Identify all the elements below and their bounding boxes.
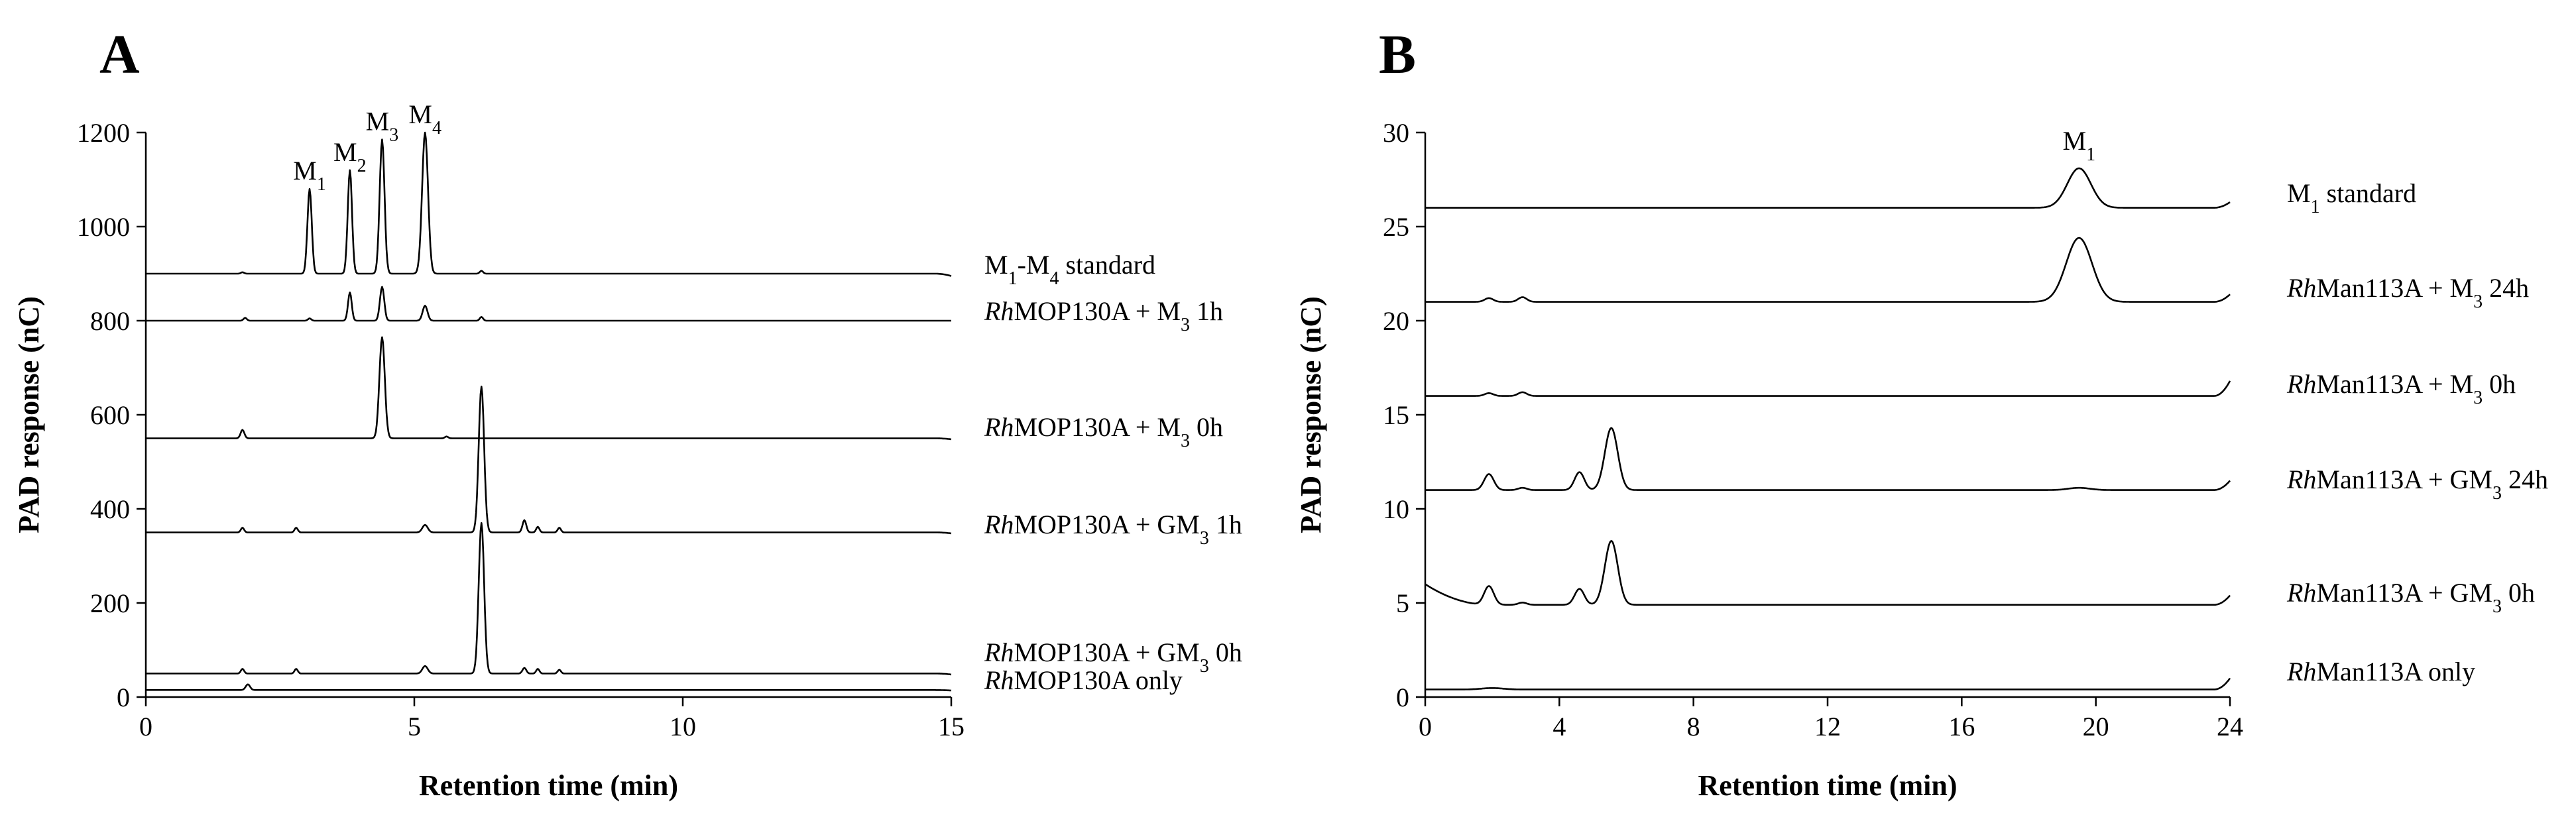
chart-panel-a: A 0 200 400 600 800 1000 1200 0 5 10 15 Retention ti… — [13, 24, 1242, 802]
series-label: RhMan113A + M3 24h — [2286, 273, 2529, 312]
y-tick-label: 400 — [90, 494, 130, 524]
series-label: RhMOP130A only — [984, 665, 1183, 695]
x-tick-label: 10 — [670, 712, 696, 741]
chromatogram-trace — [146, 683, 952, 692]
chart-panel-b: B 0 5 10 15 20 25 30 0 4 8 12 16 20 24 Retention time (… — [1295, 24, 2548, 802]
chromatogram-trace — [146, 131, 952, 277]
y-tick-label: 800 — [90, 306, 130, 336]
chromatogram-trace — [1425, 427, 2231, 491]
y-axis-title: PAD response (nC) — [13, 296, 45, 533]
x-axis-title: Retention time (min) — [419, 769, 678, 802]
chromatogram-trace — [1425, 167, 2231, 209]
chromatogram-trace — [1425, 677, 2231, 690]
x-tick-label: 12 — [1814, 712, 1841, 741]
y-tick-label: 30 — [1383, 118, 1409, 148]
x-tick-label: 0 — [1419, 712, 1432, 741]
peak-label: M4 — [408, 99, 441, 138]
x-tick-label: 4 — [1552, 712, 1566, 741]
x-tick-label: 24 — [2217, 712, 2243, 741]
panel-letter: A — [99, 24, 140, 85]
x-tick-label: 15 — [938, 712, 965, 741]
series-label: RhMOP130A + M3 0h — [984, 412, 1223, 451]
peak-label: M2 — [333, 137, 367, 176]
y-tick-label: 5 — [1396, 588, 1409, 618]
peak-label: M3 — [366, 107, 399, 146]
series-label: RhMan113A + M3 0h — [2286, 369, 2516, 408]
chromatogram-trace — [146, 336, 952, 441]
x-tick-label: 8 — [1687, 712, 1700, 741]
y-axis-title: PAD response (nC) — [1295, 296, 1327, 533]
chromatogram-trace — [1425, 540, 2231, 606]
series-label: RhMan113A + GM3 0h — [2286, 578, 2535, 617]
series-label: M1-M4 standard — [984, 250, 1155, 289]
peak-label: M1 — [293, 156, 326, 195]
y-tick-label: 25 — [1383, 212, 1409, 242]
chromatogram-trace — [1425, 237, 2231, 303]
series-label: RhMOP130A + M3 1h — [984, 296, 1223, 335]
chromatogram-trace — [1425, 380, 2231, 397]
series-label: RhMan113A only — [2286, 657, 2475, 686]
x-tick-label: 5 — [408, 712, 421, 741]
x-axis-title: Retention time (min) — [1698, 769, 1957, 802]
panel-letter: B — [1379, 24, 1416, 85]
series-label: RhMOP130A + GM3 0h — [984, 637, 1242, 677]
y-tick-label: 0 — [1396, 682, 1409, 712]
x-tick-label: 0 — [139, 712, 152, 741]
y-tick-label: 0 — [117, 682, 130, 712]
x-tick-label: 20 — [2083, 712, 2109, 741]
y-tick-label: 200 — [90, 588, 130, 618]
y-tick-label: 10 — [1383, 494, 1409, 524]
series-label: M1 standard — [2287, 178, 2416, 217]
series-label: RhMOP130A + GM3 1h — [984, 510, 1242, 549]
y-tick-label: 600 — [90, 400, 130, 430]
peak-label: M1 — [2063, 126, 2096, 165]
chromatogram-trace — [146, 386, 952, 535]
y-tick-label: 20 — [1383, 306, 1409, 336]
chromatogram-trace — [146, 286, 951, 322]
x-tick-label: 16 — [1948, 712, 1975, 741]
y-tick-label: 1200 — [77, 118, 130, 148]
y-tick-label: 15 — [1383, 400, 1409, 430]
chromatogram-trace — [146, 522, 952, 676]
series-label: RhMan113A + GM3 24h — [2286, 464, 2548, 504]
y-tick-label: 1000 — [77, 212, 130, 242]
